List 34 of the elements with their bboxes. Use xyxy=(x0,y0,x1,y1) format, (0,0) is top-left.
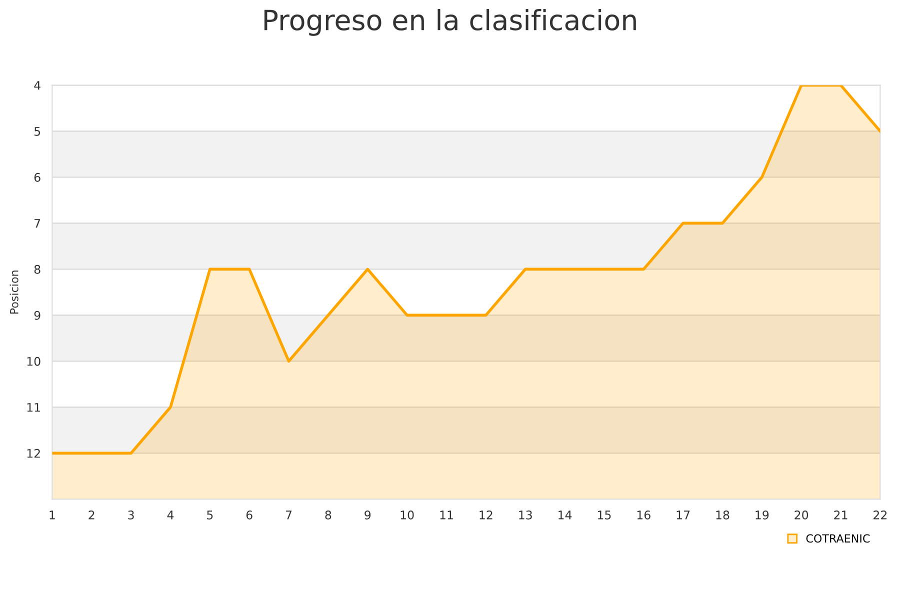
x-tick-label: 22 xyxy=(874,510,887,520)
y-axis-title: Posicion xyxy=(10,270,18,314)
x-tick-label: 16 xyxy=(637,510,650,520)
x-tick-label: 7 xyxy=(286,510,292,520)
chart-title: Progreso en la clasificacion xyxy=(264,9,636,36)
x-tick-label: 21 xyxy=(834,510,848,520)
x-tick-label: 17 xyxy=(676,510,690,520)
y-tick-label: 4 xyxy=(34,81,40,90)
x-tick-label: 10 xyxy=(400,510,414,520)
x-tick-label: 2 xyxy=(88,510,94,520)
x-tick-label: 8 xyxy=(325,510,332,520)
y-tick-label: 12 xyxy=(27,448,40,458)
y-tick-label: 8 xyxy=(34,264,40,274)
x-tick-label: 3 xyxy=(128,510,134,520)
y-tick-label: 5 xyxy=(34,127,40,136)
x-tick-label: 9 xyxy=(364,510,371,520)
x-tick-label: 15 xyxy=(598,510,611,520)
y-tick-label: 9 xyxy=(34,310,40,320)
x-tick-label: 1 xyxy=(50,510,55,520)
y-tick-label: 6 xyxy=(34,172,40,182)
x-tick-label: 14 xyxy=(558,510,572,520)
x-tick-label: 13 xyxy=(519,510,532,520)
x-tick-label: 20 xyxy=(794,510,808,520)
legend-label: COTRAENIC xyxy=(806,534,870,543)
x-tick-label: 19 xyxy=(756,510,769,520)
x-tick-label: 6 xyxy=(246,510,252,520)
x-tick-label: 4 xyxy=(167,510,174,520)
x-tick-label: 5 xyxy=(207,510,213,520)
y-tick-label: 10 xyxy=(27,356,40,366)
y-tick-label: 7 xyxy=(34,219,40,228)
y-tick-label: 11 xyxy=(27,403,40,412)
x-tick-label: 18 xyxy=(716,510,730,520)
x-tick-label: 11 xyxy=(440,510,453,520)
x-tick-label: 12 xyxy=(480,510,492,520)
